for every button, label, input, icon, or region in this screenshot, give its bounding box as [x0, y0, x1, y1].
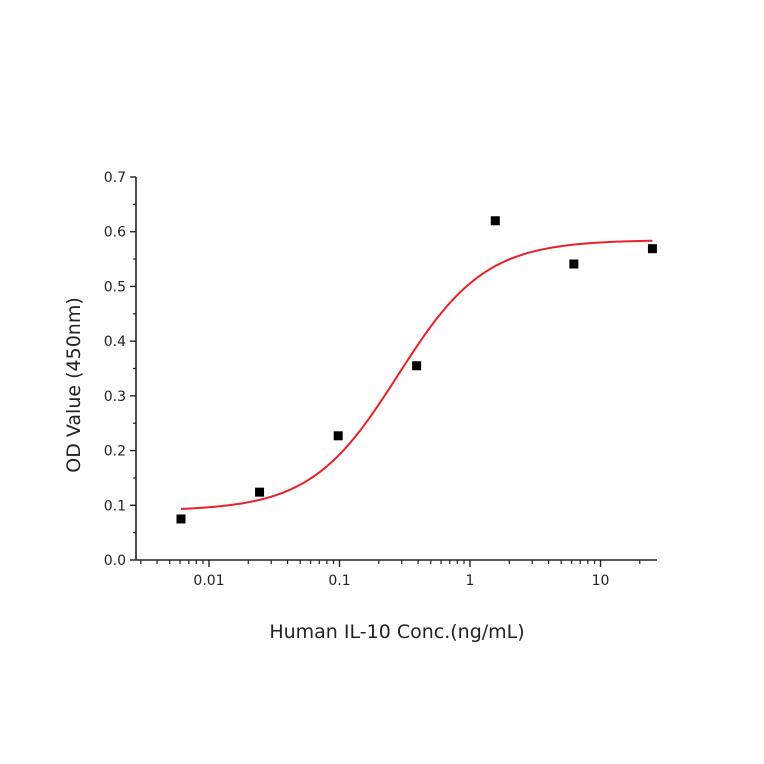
- fit-curve-path: [180, 239, 653, 510]
- x-axis-title: Human IL-10 Conc.(ng/mL): [269, 621, 524, 643]
- data-point-marker: [412, 361, 422, 371]
- y-axis-title: OD Value (450nm): [63, 297, 85, 472]
- axes: [135, 177, 657, 561]
- y-tick-label: 0.2: [104, 444, 126, 460]
- data-point-marker: [255, 487, 265, 497]
- data-point-marker: [490, 216, 500, 226]
- y-tick-label: 0.3: [104, 389, 126, 405]
- x-tick-label: 1: [466, 573, 475, 589]
- x-axis-ticks: 0.01 0.1 1 10: [140, 560, 641, 589]
- y-tick-label: 0.7: [104, 170, 126, 186]
- data-points: [176, 216, 657, 524]
- y-tick-label: 0.5: [104, 279, 126, 295]
- y-tick-label: 0.4: [104, 334, 126, 350]
- x-tick-label: 0.01: [193, 573, 224, 589]
- data-point-marker: [176, 514, 186, 524]
- y-tick-label: 0.1: [104, 498, 126, 514]
- y-tick-label: 0.0: [104, 553, 126, 569]
- y-tick-label: 0.6: [104, 225, 126, 241]
- fit-curve: [180, 239, 653, 510]
- x-tick-label: 10: [592, 573, 610, 589]
- x-tick-label: 0.1: [328, 573, 350, 589]
- y-axis-ticks: 0.0 0.1 0.2 0.3 0.4 0.5 0.6 0.7: [104, 170, 136, 569]
- data-point-marker: [647, 244, 657, 254]
- data-point-marker: [333, 431, 343, 441]
- data-point-marker: [569, 259, 579, 269]
